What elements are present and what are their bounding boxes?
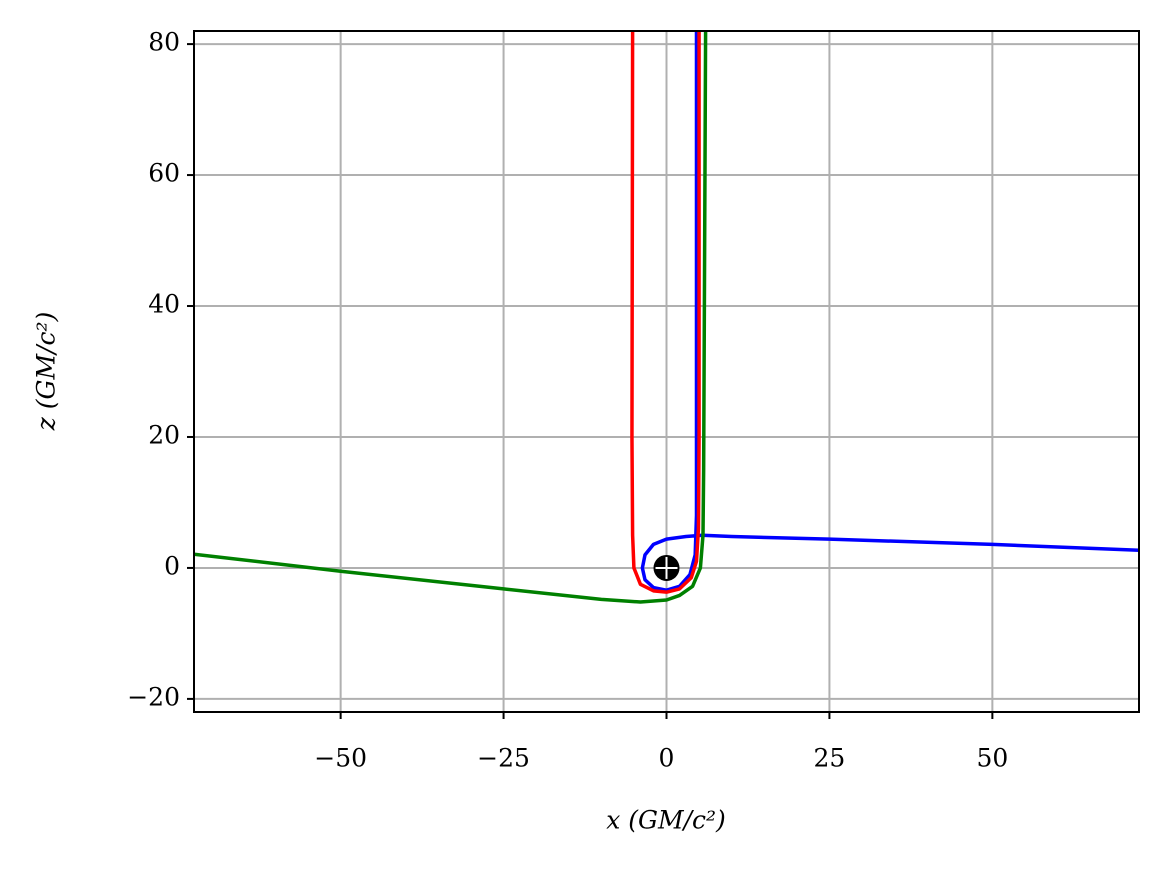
series-line <box>640 31 1139 592</box>
grid <box>194 31 1139 712</box>
y-axis-label: z (GM/c²) <box>32 312 61 432</box>
y-tick-label: 80 <box>148 28 180 57</box>
series-line <box>630 31 701 594</box>
x-tick-label: 25 <box>814 744 846 773</box>
x-tick-label: 50 <box>976 744 1008 773</box>
x-tick-label: −25 <box>477 744 530 773</box>
y-tick-label: 60 <box>148 159 180 188</box>
x-tick-label: 0 <box>659 744 675 773</box>
y-tick-label: −20 <box>127 682 180 711</box>
plot-lines <box>194 31 1139 604</box>
x-axis-label: x (GM/c²) <box>606 806 726 835</box>
y-tick-label: 0 <box>164 551 180 580</box>
series-line <box>194 31 708 604</box>
y-tick-label: 40 <box>148 290 180 319</box>
x-tick-label: −50 <box>314 744 367 773</box>
y-tick-label: 20 <box>148 420 180 449</box>
